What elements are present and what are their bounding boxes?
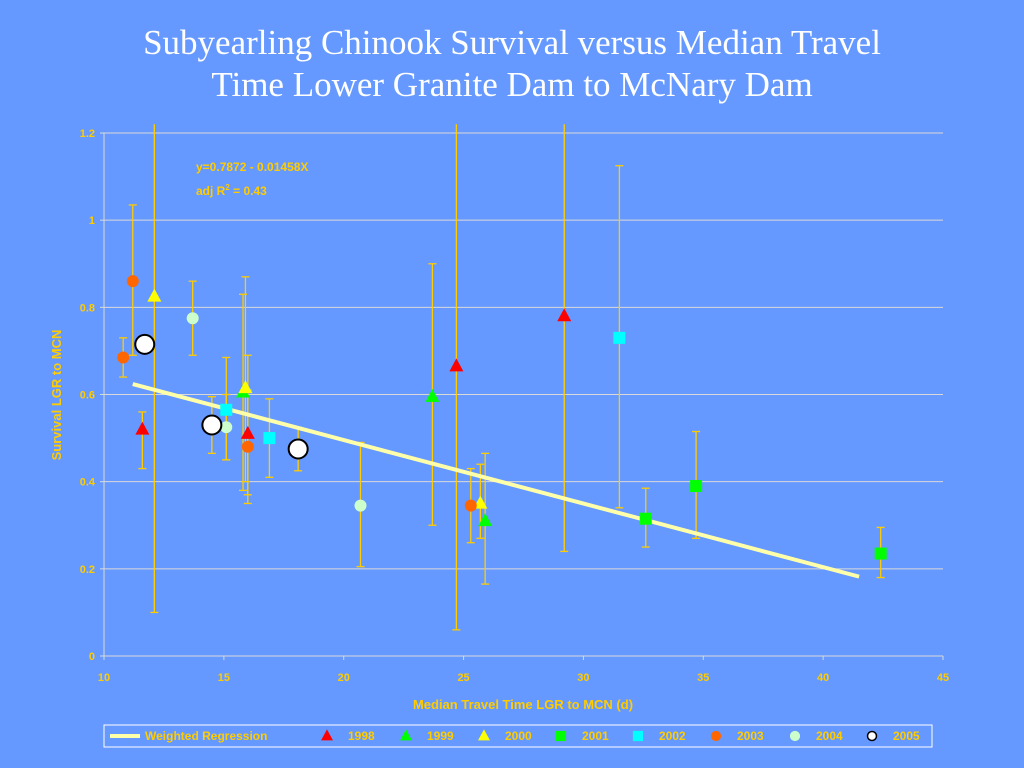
slide-title: Subyearling Chinook Survival versus Medi…: [0, 22, 1024, 106]
data-point-2005: [134, 333, 156, 355]
data-point-2002: [263, 432, 276, 445]
legend-swatch-1999: [400, 729, 412, 741]
legend-label-2001: 2001: [582, 729, 609, 743]
legend-box: [103, 724, 933, 748]
data-point-1998: [557, 308, 572, 322]
legend-label-2004: 2004: [816, 729, 843, 743]
legend-label-1999: 1999: [427, 729, 454, 743]
data-point-2005: [287, 438, 309, 460]
y-tick-label: 1: [89, 215, 95, 227]
legend-label-2000: 2000: [505, 729, 532, 743]
r2-suffix: = 0.43: [230, 184, 267, 198]
gridlines: [104, 132, 943, 570]
data-point-1999: [478, 513, 493, 527]
data-point-2004: [186, 312, 199, 325]
x-tick-label: 45: [937, 672, 949, 684]
data-point-2003: [241, 440, 254, 453]
legend-swatch-2003: [710, 730, 722, 742]
data-point-2000: [473, 495, 488, 509]
data-point-1998: [449, 358, 464, 372]
data-point-2002: [220, 403, 233, 416]
y-axis-label: Survival LGR to MCN: [49, 330, 64, 461]
x-tick-label: 15: [218, 672, 230, 684]
title-line-1: Subyearling Chinook Survival versus Medi…: [143, 23, 881, 62]
title-line-2: Time Lower Granite Dam to McNary Dam: [211, 65, 813, 104]
regression-equation: y=0.7872 - 0.01458X: [196, 160, 308, 174]
data-point-2001: [639, 512, 652, 525]
x-axis-label: Median Travel Time LGR to MCN (d): [413, 697, 633, 712]
data-point-1999: [425, 388, 440, 402]
x-tick-label: 30: [577, 672, 589, 684]
y-tick-label: 0: [89, 651, 95, 663]
x-tick-label: 25: [457, 672, 469, 684]
legend-swatch-2000: [478, 729, 490, 741]
y-tick-label: 0.2: [80, 564, 95, 576]
y-tick-label: 1.2: [80, 128, 95, 140]
legend-swatch-2001: [555, 730, 567, 742]
data-point-2004: [220, 421, 233, 434]
data-point-2003: [464, 499, 477, 512]
y-tick-labels: 0 0.2 0.4 0.6 0.8 1 1.2: [80, 128, 96, 663]
x-tick-label: 10: [98, 672, 110, 684]
data-point-2005: [201, 414, 223, 436]
data-point-1998: [240, 425, 255, 439]
data-point-2001: [874, 547, 887, 560]
data-markers: [117, 275, 887, 560]
legend-label-2005: 2005: [893, 729, 920, 743]
regression-line: [132, 382, 860, 579]
x-tick-labels: 10 15 20 25 30 35 40 45: [98, 672, 949, 684]
axes: [100, 132, 944, 660]
x-tick-label: 40: [817, 672, 829, 684]
data-point-2001: [690, 480, 703, 493]
legend-swatch-1998: [321, 729, 333, 741]
y-tick-label: 0.6: [80, 390, 95, 402]
data-point-2003: [117, 351, 130, 364]
legend-label-regression: Weighted Regression: [145, 729, 267, 743]
data-point-2004: [354, 499, 367, 512]
data-point-1998: [135, 421, 150, 435]
regression-line-group: [132, 382, 860, 579]
data-point-2002: [613, 331, 626, 344]
legend-swatch-2005: [866, 730, 878, 742]
legend-swatch-2004: [789, 730, 801, 742]
data-point-2000: [238, 380, 253, 394]
legend-label-2002: 2002: [659, 729, 686, 743]
data-point-2000: [147, 288, 162, 302]
x-tick-label: 20: [338, 672, 350, 684]
legend: Weighted Regression 1998 1999 2000 2001 2002 2…: [103, 724, 933, 748]
x-tick-label: 35: [697, 672, 709, 684]
y-tick-label: 0.4: [80, 477, 96, 489]
r-squared-annotation: adj R2 = 0.43: [196, 183, 267, 198]
legend-label-1998: 1998: [348, 729, 375, 743]
legend-swatch-2002: [632, 730, 644, 742]
y-tick-label: 0.8: [80, 302, 95, 314]
data-point-2003: [126, 275, 139, 288]
legend-label-2003: 2003: [737, 729, 764, 743]
r2-prefix: adj R: [196, 184, 226, 198]
r2-superscript: 2: [225, 183, 230, 192]
